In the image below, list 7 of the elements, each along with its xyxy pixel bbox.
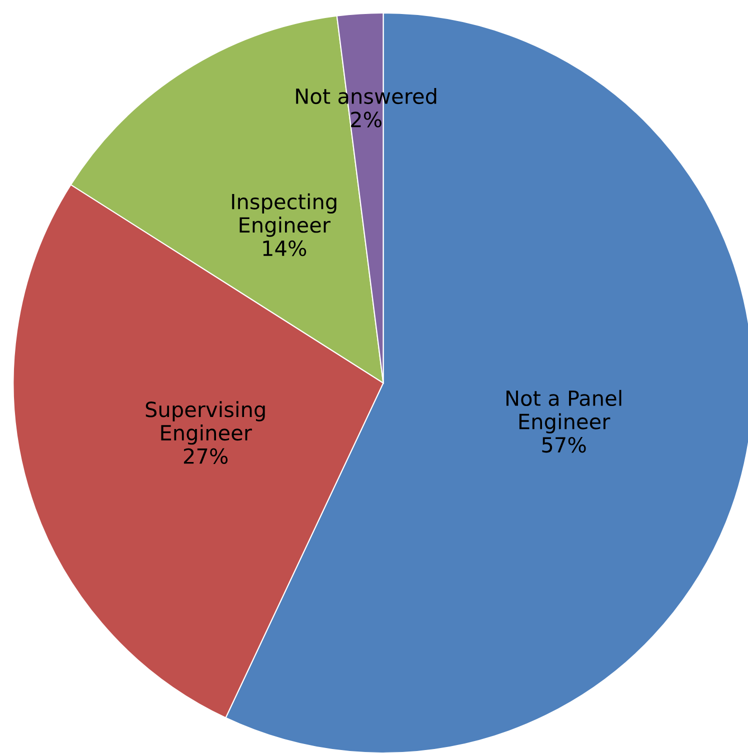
data-label: 14% (263, 240, 306, 256)
data-label: 57% (542, 436, 586, 453)
slice-label: Supervising Engineer (146, 401, 265, 445)
slice-label: Inspecting Engineer (232, 193, 336, 237)
data-label: 2% (351, 112, 382, 128)
slice-label: Not a Panel Engineer (506, 390, 622, 434)
data-label: 27% (184, 448, 228, 464)
